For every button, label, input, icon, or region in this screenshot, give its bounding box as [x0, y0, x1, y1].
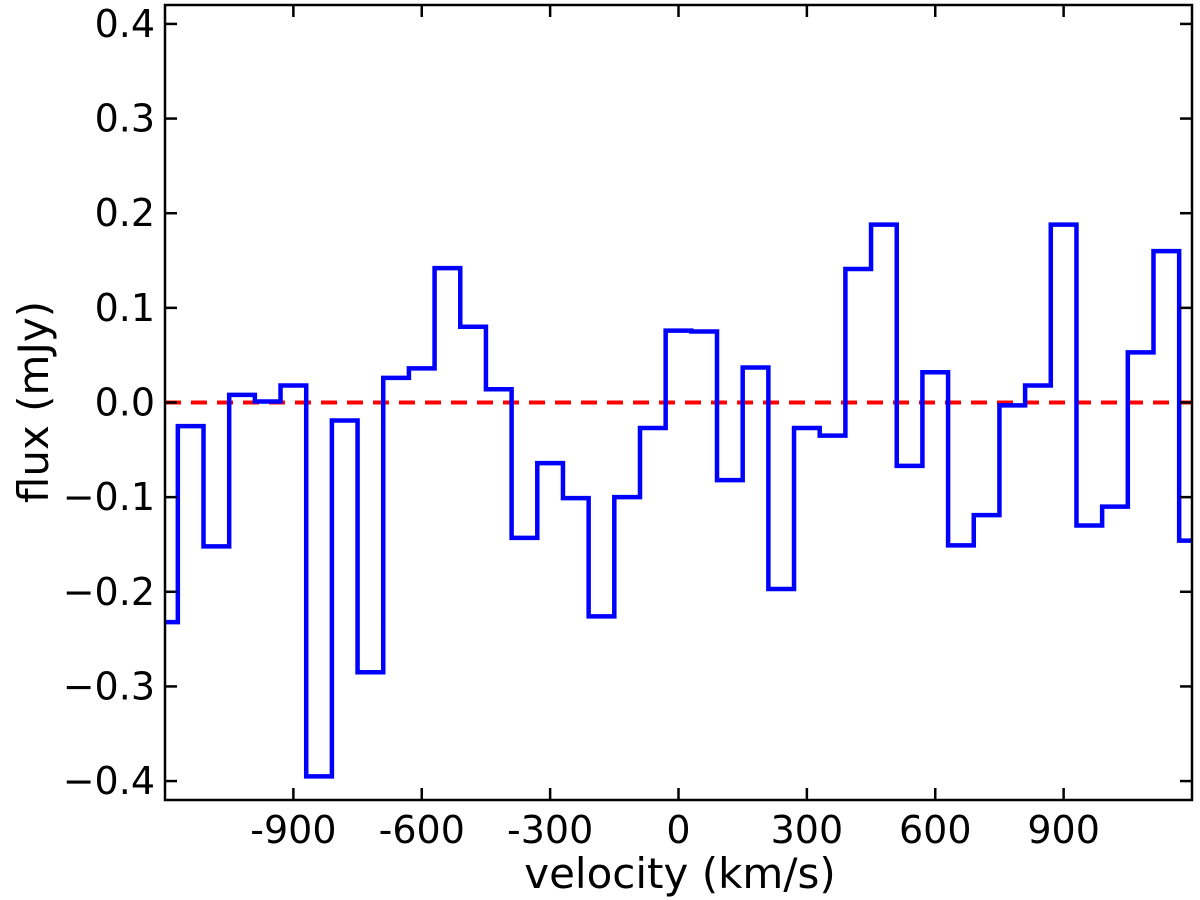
x-tick-label: 0: [666, 808, 690, 852]
y-tick-label: −0.2: [63, 570, 155, 614]
x-tick-label: 300: [771, 808, 844, 852]
y-tick-label: 0.3: [95, 97, 155, 141]
y-tick-label: 0.2: [95, 191, 155, 235]
x-tick-label: -300: [507, 808, 593, 852]
y-axis-label: flux (mJy): [9, 301, 58, 503]
x-tick-label: -600: [379, 808, 465, 852]
y-tick-label: −0.1: [63, 475, 155, 519]
y-tick-label: 0.1: [95, 286, 155, 330]
y-tick-label: −0.3: [63, 664, 155, 708]
x-tick-label: -900: [250, 808, 336, 852]
x-axis-label: velocity (km/s): [524, 849, 836, 898]
x-tick-label: 900: [1027, 808, 1100, 852]
y-tick-label: 0.4: [95, 2, 155, 46]
y-tick-label: 0.0: [95, 381, 155, 425]
spectrum-step-line: [165, 222, 1192, 779]
x-tick-label: 600: [899, 808, 972, 852]
y-tick-label: −0.4: [63, 759, 155, 803]
